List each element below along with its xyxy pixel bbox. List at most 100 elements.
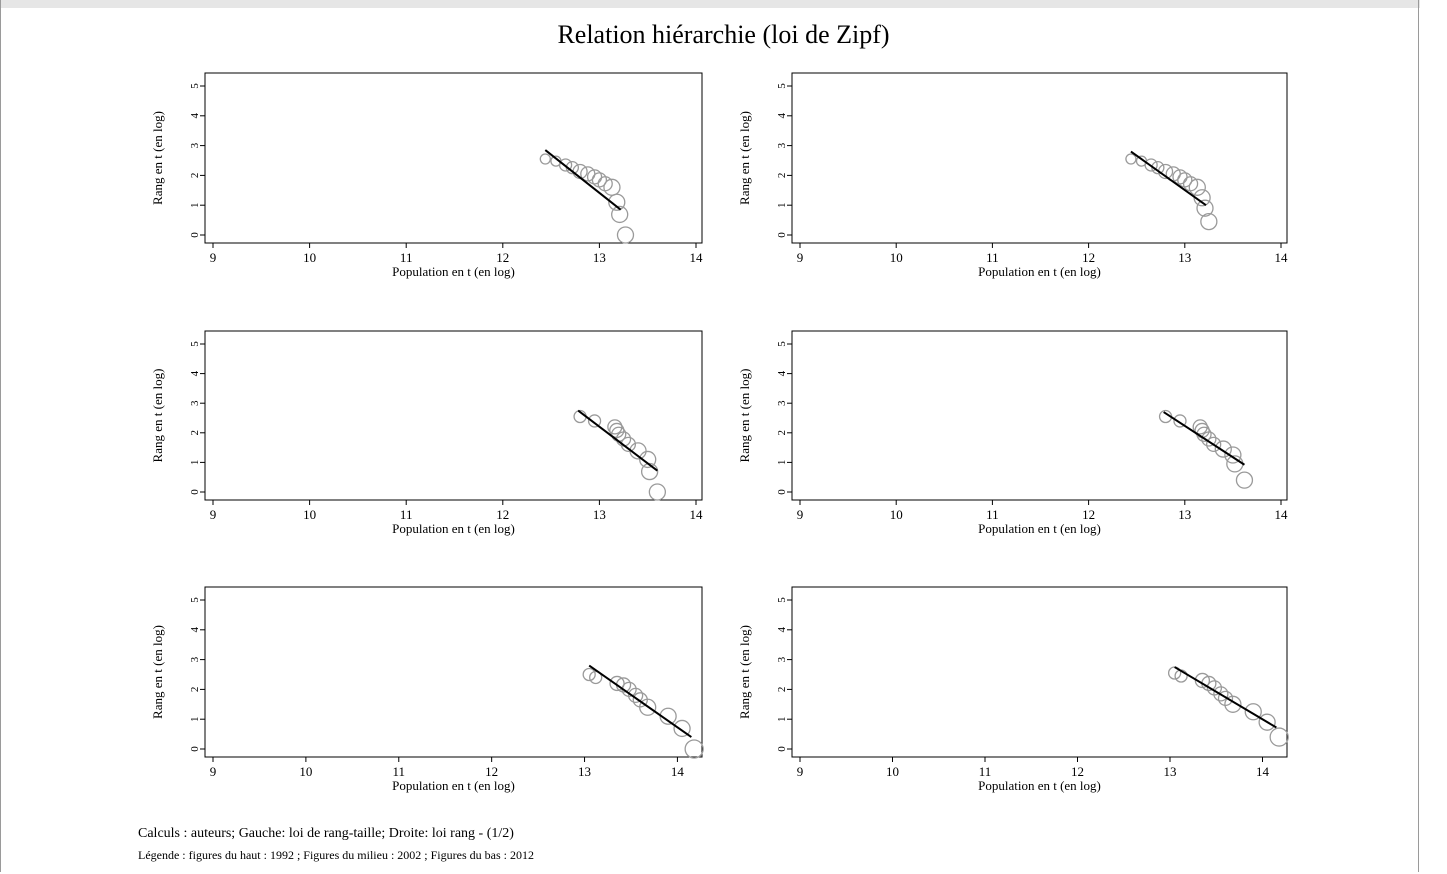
- panel-3-point: [587, 414, 602, 428]
- panel-3-ytick-label: 2: [189, 430, 201, 436]
- panel-2-xlabel: Population en t (en log): [978, 264, 1101, 279]
- panel-3-point: [607, 419, 623, 435]
- panel-6-xlabel: Population en t (en log): [978, 778, 1101, 793]
- panel-6-point: [1258, 713, 1276, 731]
- panel-6-ytick-label: 3: [776, 656, 788, 662]
- panel-3-ytick-label: 0: [189, 489, 201, 495]
- panel-5-ylabel: Rang en t (en log): [150, 625, 165, 719]
- panel-3-frame: [204, 330, 703, 501]
- panel-2-ytick-label: 3: [776, 142, 788, 148]
- top-bar: [0, 0, 1420, 8]
- panel-1-xtick-label: 12: [496, 250, 509, 265]
- panel-6-xtick-label: 12: [1071, 764, 1084, 779]
- panel-1-ytick-label: 0: [189, 232, 201, 238]
- panel-5-point: [684, 739, 704, 759]
- panel-4-xtick-label: 12: [1082, 507, 1095, 522]
- panel-1-xtick-label: 9: [210, 250, 217, 265]
- panel-5-point: [673, 719, 691, 738]
- panel-4-point: [1173, 414, 1187, 428]
- panel-3-point: [648, 483, 667, 501]
- panel-4-ytick-label: 5: [776, 341, 788, 347]
- panel-4-xtick-label: 14: [1275, 507, 1289, 522]
- panel-3-ylabel: Rang en t (en log): [150, 369, 165, 463]
- panel-4-point: [1206, 436, 1222, 452]
- panel-2-ytick-label: 5: [776, 83, 788, 89]
- panel-6-xtick-label: 10: [886, 764, 899, 779]
- panel-6-xtick-label: 13: [1164, 764, 1177, 779]
- panel-5-ytick-label: 5: [189, 597, 201, 603]
- panel-4-ytick-label: 1: [776, 460, 788, 466]
- panel-6-point: [1167, 666, 1182, 680]
- panel-3-xtick-label: 11: [400, 507, 413, 522]
- panel-4-xtick-label: 13: [1178, 507, 1191, 522]
- panel-6-ytick-label: 0: [776, 746, 788, 752]
- panel-4-ytick-label: 4: [776, 370, 788, 376]
- panel-2-point: [1144, 158, 1158, 172]
- panel-6-ytick-label: 2: [776, 687, 788, 693]
- panel-6-ytick-label: 5: [776, 597, 788, 603]
- figure-title: Relation hiérarchie (loi de Zipf): [557, 20, 890, 49]
- figure-caption: Calculs : auteurs; Gauche: loi de rang-t…: [138, 826, 514, 841]
- panel-6-ytick-label: 4: [776, 627, 788, 633]
- panel-1-ytick-label: 4: [189, 113, 201, 119]
- panel-4-xtick-label: 9: [797, 507, 804, 522]
- panel-1-xtick-label: 10: [303, 250, 316, 265]
- panel-4-fit-line: [1163, 411, 1245, 466]
- panel-2-ytick-label: 1: [776, 202, 788, 208]
- panel-2-ylabel: Rang en t (en log): [737, 111, 752, 205]
- panel-5-ytick-label: 2: [189, 687, 201, 693]
- panel-3-ytick-label: 5: [189, 341, 201, 347]
- panel-1-xtick-label: 11: [400, 250, 413, 265]
- panel-2-point: [1196, 199, 1214, 217]
- panel-4-ytick-label: 3: [776, 400, 788, 406]
- panel-5-ytick-label: 3: [189, 656, 201, 662]
- panel-1-ytick-label: 1: [189, 202, 201, 208]
- panel-2-frame: [791, 72, 1288, 244]
- panel-5-frame: [204, 586, 703, 758]
- panel-5-point: [639, 698, 657, 716]
- panel-5-point: [589, 670, 603, 685]
- panel-2-fit-line: [1130, 150, 1207, 207]
- panel-6-fit-line: [1174, 666, 1277, 729]
- panel-5-ytick-label: 1: [189, 716, 201, 722]
- panel-1-ytick-label: 5: [189, 83, 201, 89]
- panel-3-ytick-label: 4: [189, 370, 201, 376]
- panel-2-point: [1172, 169, 1188, 185]
- panel-6-frame: [791, 586, 1288, 758]
- panel-5-ytick-label: 4: [189, 627, 201, 633]
- panel-5-point: [582, 667, 596, 682]
- panel-1-fit-line: [544, 149, 622, 211]
- panel-4-point: [1192, 419, 1208, 435]
- panel-4-point: [1224, 446, 1242, 464]
- panel-5-xtick-label: 11: [393, 764, 406, 779]
- panel-6-point: [1224, 695, 1242, 713]
- panel-3-xtick-label: 14: [690, 507, 704, 522]
- panel-4-point: [1214, 440, 1232, 458]
- panel-2-xtick-label: 10: [890, 250, 903, 265]
- panel-2-xtick-label: 13: [1178, 250, 1191, 265]
- panel-5-point: [627, 687, 644, 704]
- panel-5-xtick-label: 13: [578, 764, 591, 779]
- panel-5-ytick-label: 0: [189, 746, 201, 752]
- panel-5-xtick-label: 10: [299, 764, 312, 779]
- panel-5-xtick-label: 14: [671, 764, 685, 779]
- panel-5-xtick-label: 9: [210, 764, 217, 779]
- panel-4-xtick-label: 11: [986, 507, 999, 522]
- panel-1-xtick-label: 13: [593, 250, 606, 265]
- panel-4-ytick-label: 0: [776, 489, 788, 495]
- panel-6-xtick-label: 9: [797, 764, 804, 779]
- panel-1-ytick-label: 3: [189, 142, 201, 148]
- panel-4-xlabel: Population en t (en log): [978, 521, 1101, 536]
- panel-5-xtick-label: 12: [485, 764, 498, 779]
- panel-2-ytick-label: 0: [776, 232, 788, 238]
- panel-6-ytick-label: 1: [776, 716, 788, 722]
- panel-3-point: [639, 450, 657, 469]
- panel-6-ylabel: Rang en t (en log): [737, 625, 752, 719]
- panel-4-ylabel: Rang en t (en log): [737, 369, 752, 463]
- panel-5-xlabel: Population en t (en log): [392, 778, 515, 793]
- panel-2-ytick-label: 2: [776, 173, 788, 179]
- panel-4-frame: [791, 330, 1288, 501]
- panel-3-ytick-label: 1: [189, 460, 201, 466]
- panel-2-xtick-label: 11: [986, 250, 999, 265]
- panel-2-point: [1200, 212, 1218, 231]
